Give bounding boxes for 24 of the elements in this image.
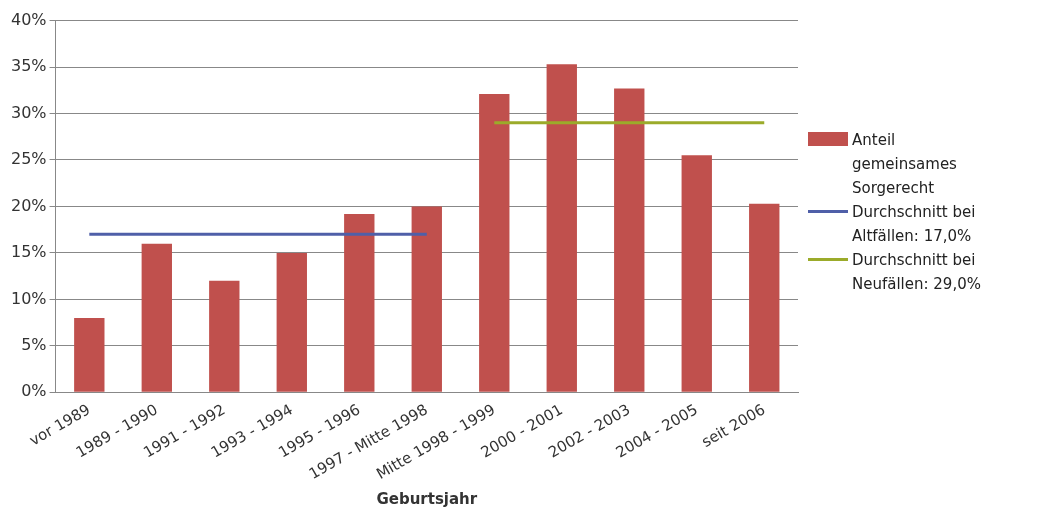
y-tick-label: 5%: [21, 335, 47, 355]
bar: [614, 88, 645, 392]
bar: [546, 64, 577, 392]
y-tick-label: 10%: [11, 288, 47, 308]
bar: [276, 252, 307, 392]
y-tick-label: 20%: [11, 195, 47, 215]
legend-label: Anteil gemeinsames Sorgerecht: [852, 130, 958, 199]
bar: [681, 155, 712, 392]
y-tick-label: 35%: [11, 56, 47, 76]
x-axis-title: Geburtsjahr: [376, 489, 478, 508]
y-tick-label: 0%: [21, 381, 47, 401]
y-tick-label: 25%: [11, 149, 47, 169]
bar: [209, 280, 240, 392]
bar: [74, 317, 105, 392]
bar: [411, 206, 442, 392]
y-tick-label: 40%: [11, 9, 47, 29]
legend-label: Durchschnitt bei Neufällen: 29,0%: [852, 250, 982, 295]
y-tick-label: 30%: [11, 102, 47, 122]
bar: [479, 94, 510, 392]
bar: [344, 213, 375, 392]
bar: [141, 243, 172, 392]
y-tick-label: 15%: [11, 242, 47, 262]
bar: [749, 203, 780, 392]
legend-label: Durchschnitt bei Altfällen: 17,0%: [852, 202, 977, 247]
